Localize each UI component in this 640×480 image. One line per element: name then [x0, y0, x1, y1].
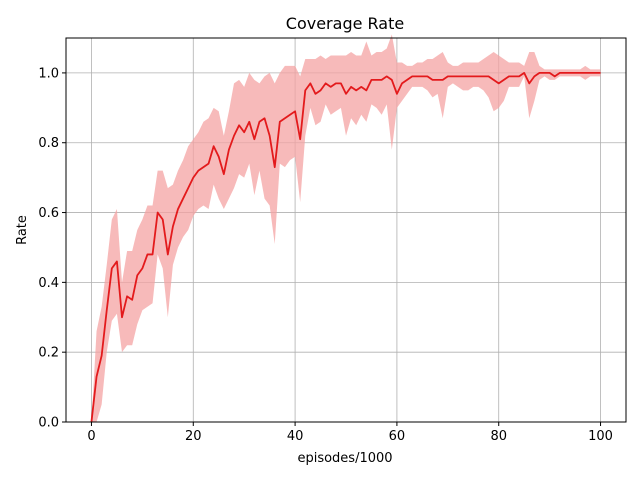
y-axis-label: Rate — [15, 215, 30, 245]
chart-title: Coverage Rate — [286, 14, 404, 33]
x-tick-label: 100 — [588, 429, 613, 444]
x-tick-label: 60 — [389, 429, 406, 444]
y-tick-label: 0.2 — [38, 346, 59, 361]
y-tick-label: 0.4 — [38, 276, 59, 291]
x-axis-ticks: 0 20 40 60 80 100 — [87, 422, 613, 444]
y-tick-label: 1.0 — [38, 66, 59, 81]
y-tick-label: 0.8 — [38, 136, 59, 151]
mean-coverage-line — [90, 72, 601, 423]
plot-frame — [65, 37, 627, 423]
x-axis-label: episodes/1000 — [297, 451, 392, 466]
y-tick-label: 0.6 — [38, 206, 59, 221]
x-tick-label: 40 — [287, 429, 304, 444]
confidence-band-layer — [91, 34, 601, 422]
axes-frame — [65, 37, 627, 423]
confidence-band — [91, 34, 601, 422]
y-tick-label: 0.0 — [38, 416, 59, 431]
x-tick-label: 0 — [87, 429, 95, 444]
x-tick-label: 80 — [490, 429, 507, 444]
x-tick-label: 20 — [185, 429, 202, 444]
y-axis-ticks: 0.0 0.2 0.4 0.6 0.8 1.0 — [38, 66, 66, 431]
series-line-layer — [90, 72, 601, 423]
